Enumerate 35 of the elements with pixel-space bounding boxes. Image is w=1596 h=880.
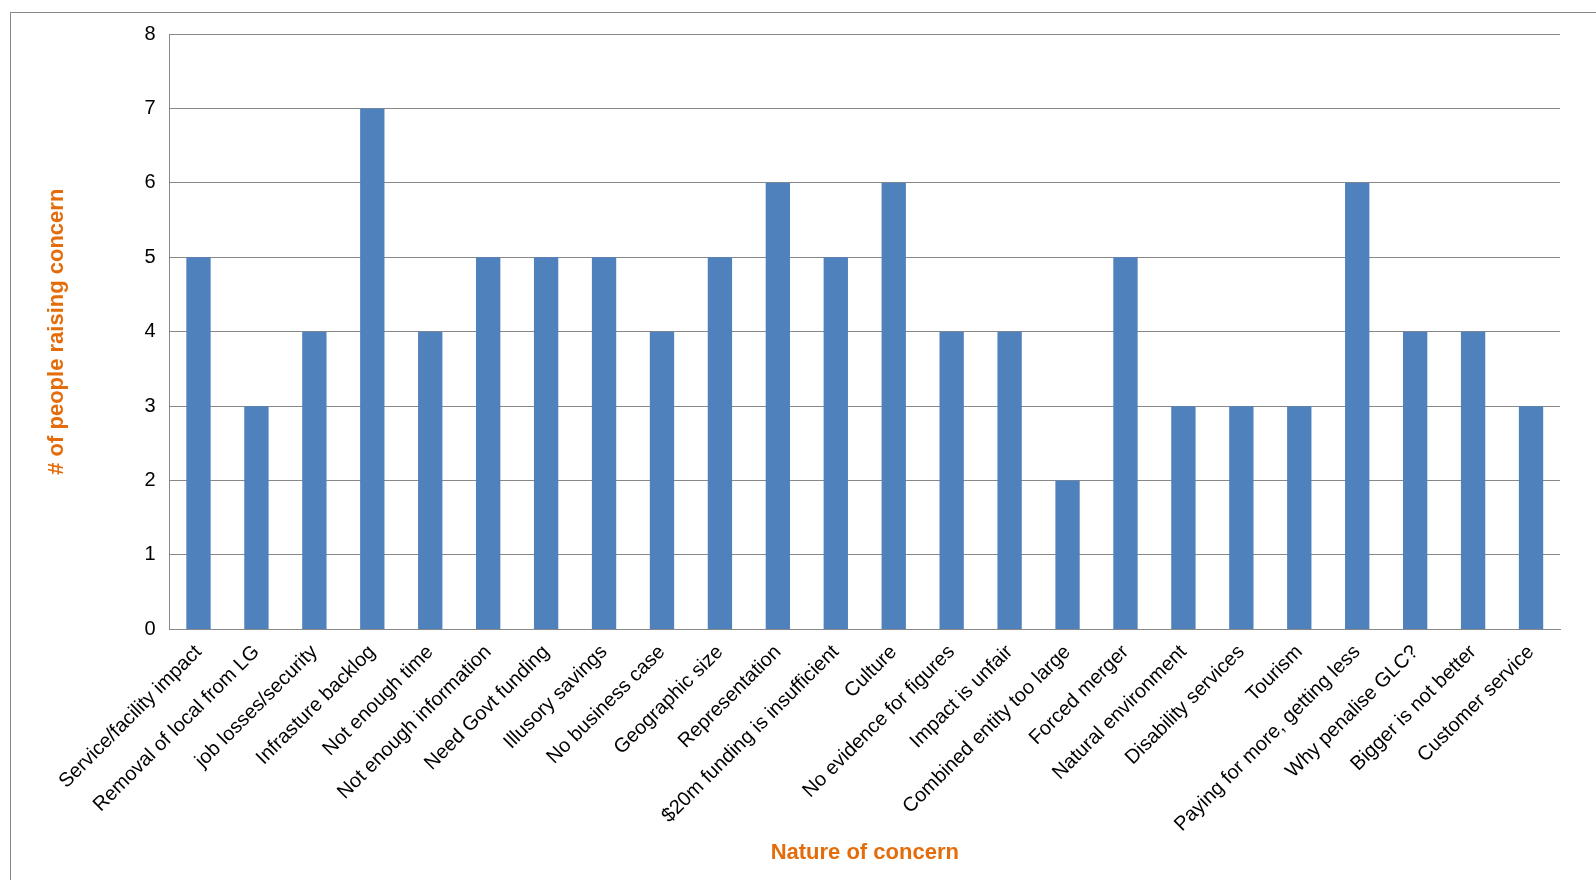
y-tick-label: 2 (144, 468, 156, 491)
y-tick-label: 7 (144, 95, 156, 118)
bar (1345, 182, 1370, 629)
bar (533, 257, 559, 629)
bar (591, 257, 617, 629)
bar (1518, 406, 1544, 629)
bar (997, 331, 1022, 629)
bar (765, 182, 791, 629)
bar (1055, 480, 1080, 629)
bar (244, 406, 269, 629)
bar (1171, 406, 1196, 629)
bar (1402, 331, 1428, 629)
bar (707, 257, 733, 629)
bar (881, 182, 906, 629)
y-tick-label: 8 (144, 21, 156, 44)
y-tick-label: 0 (144, 616, 156, 639)
bar (186, 257, 211, 629)
x-axis-title: Nature of concern (770, 838, 959, 864)
y-tick-label: 5 (144, 244, 156, 267)
bar (302, 331, 327, 629)
bar (476, 257, 501, 629)
bar (418, 331, 443, 629)
bar (360, 108, 385, 629)
y-tick-label: 6 (144, 170, 156, 193)
bar (1229, 406, 1254, 629)
bar (1113, 257, 1138, 629)
y-tick-label: 3 (144, 393, 156, 416)
bar (1460, 331, 1486, 629)
bar (1287, 406, 1312, 629)
y-tick-label: 1 (144, 542, 156, 565)
bar (939, 331, 964, 629)
bar (823, 257, 848, 629)
bar (649, 331, 675, 629)
y-tick-label: 4 (144, 319, 156, 342)
y-axis-title: # of people raising concern (43, 188, 69, 475)
